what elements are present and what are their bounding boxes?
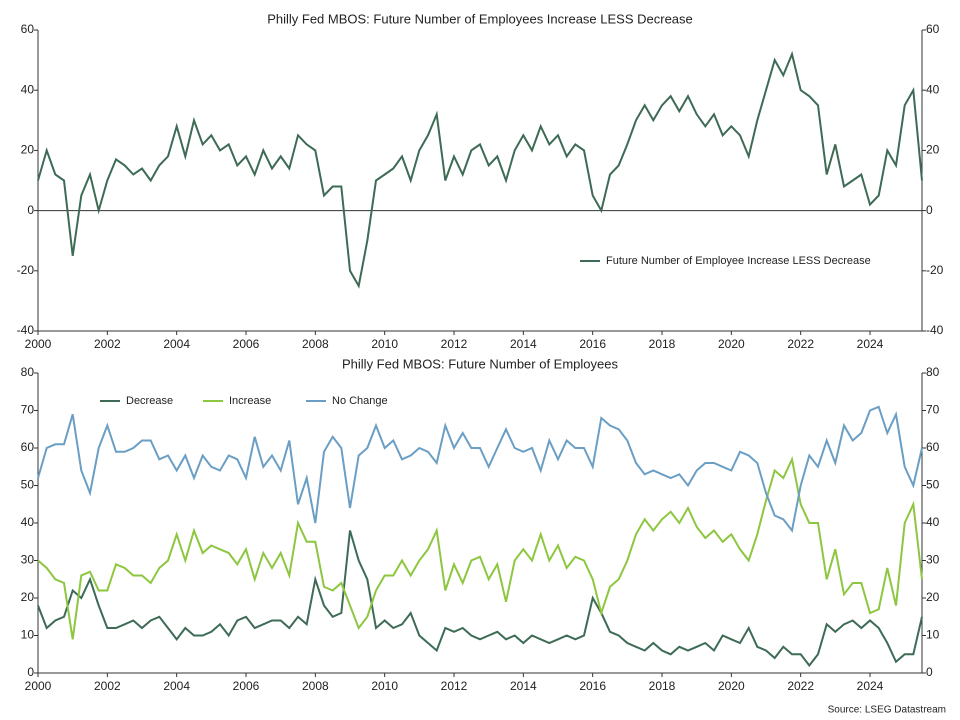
x-tick-label: 2004 [163, 337, 190, 351]
chart-title: Philly Fed MBOS: Future Number of Employ… [342, 356, 618, 371]
y2-tick-label: 20 [926, 590, 940, 604]
y-tick-label: 50 [21, 478, 35, 492]
x-tick-label: 2018 [649, 337, 676, 351]
legend-label: Future Number of Employee Increase LESS … [606, 255, 871, 267]
y2-tick-label: 70 [926, 403, 940, 417]
chart-title: Philly Fed MBOS: Future Number of Employ… [267, 11, 693, 26]
y-tick-label: 40 [21, 515, 35, 529]
legend-label: Increase [229, 395, 271, 407]
y-tick-label: 70 [21, 403, 35, 417]
y-tick-label: 20 [21, 143, 35, 157]
y2-tick-label: 40 [926, 515, 940, 529]
x-tick-label: 2010 [371, 337, 398, 351]
x-tick-label: 2016 [579, 679, 606, 693]
y2-tick-label: 50 [926, 478, 940, 492]
y-tick-label: 40 [21, 82, 35, 96]
legend-label: Decrease [126, 395, 173, 407]
x-tick-label: 2000 [25, 337, 52, 351]
x-tick-label: 2006 [233, 337, 260, 351]
x-tick-label: 2022 [787, 337, 814, 351]
y-tick-label: -40 [17, 323, 35, 337]
y-tick-label: 80 [21, 365, 35, 379]
x-tick-label: 2018 [649, 679, 676, 693]
y2-tick-label: 60 [926, 440, 940, 454]
x-tick-label: 2002 [94, 679, 121, 693]
y2-tick-label: 60 [926, 22, 940, 36]
x-tick-label: 2024 [857, 337, 884, 351]
y-tick-label: 0 [27, 203, 34, 217]
y2-tick-label: 10 [926, 628, 940, 642]
x-tick-label: 2000 [25, 679, 52, 693]
x-tick-label: 2012 [441, 337, 468, 351]
y-tick-label: -20 [17, 263, 35, 277]
x-tick-label: 2014 [510, 679, 537, 693]
x-tick-label: 2016 [579, 337, 606, 351]
series-line [37, 50, 923, 289]
y-tick-label: 20 [21, 590, 35, 604]
y2-tick-label: 30 [926, 553, 940, 567]
x-tick-label: 2020 [718, 337, 745, 351]
series-line [37, 530, 923, 668]
x-tick-label: 2022 [787, 679, 814, 693]
y2-tick-label: 0 [926, 203, 933, 217]
x-tick-label: 2006 [233, 679, 260, 693]
x-tick-label: 2004 [163, 679, 190, 693]
y-tick-label: 60 [21, 440, 35, 454]
y-tick-label: 10 [21, 628, 35, 642]
y2-tick-label: 40 [926, 82, 940, 96]
x-tick-label: 2008 [302, 679, 329, 693]
y-tick-label: 0 [27, 665, 34, 679]
x-tick-label: 2024 [857, 679, 884, 693]
x-tick-label: 2020 [718, 679, 745, 693]
y2-tick-label: -40 [926, 323, 944, 337]
legend-label: No Change [332, 395, 388, 407]
series-line [37, 456, 923, 640]
x-tick-label: 2008 [302, 337, 329, 351]
x-tick-label: 2010 [371, 679, 398, 693]
y2-tick-label: 80 [926, 365, 940, 379]
source-note: Source: LSEG Datastream [828, 705, 946, 716]
y2-tick-label: 0 [926, 665, 933, 679]
series-line [37, 405, 923, 533]
x-tick-label: 2002 [94, 337, 121, 351]
y2-tick-label: 20 [926, 143, 940, 157]
y2-tick-label: -20 [926, 263, 944, 277]
x-tick-label: 2012 [441, 679, 468, 693]
x-tick-label: 2014 [510, 337, 537, 351]
y-tick-label: 60 [21, 22, 35, 36]
y-tick-label: 30 [21, 553, 35, 567]
